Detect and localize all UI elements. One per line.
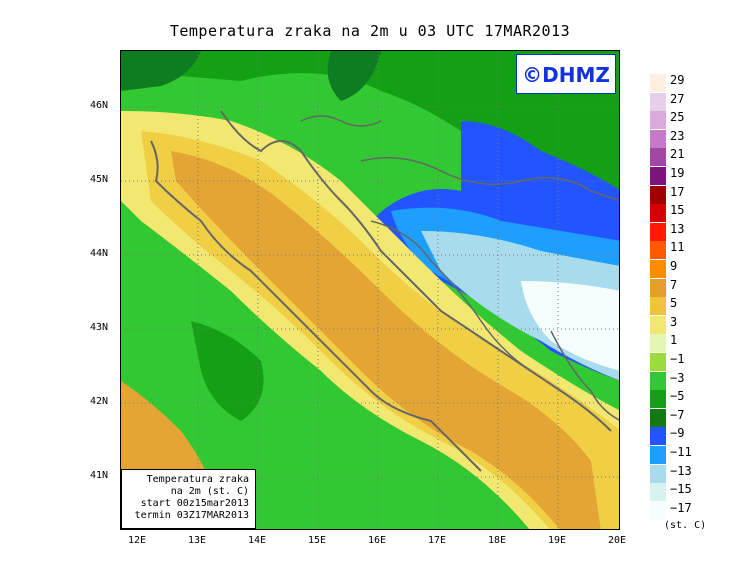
lon-label-13: 13E xyxy=(187,535,207,546)
legend-label: 13 xyxy=(670,221,685,236)
legend-swatch xyxy=(650,501,666,520)
adriatic-warm-core xyxy=(171,151,601,529)
lon-label-12: 12E xyxy=(127,535,147,546)
legend-label: 1 xyxy=(670,333,678,348)
legend-units: (st. C) xyxy=(664,520,707,531)
legend-label: 27 xyxy=(670,91,685,106)
info-line-4: termin 03Z17MAR2013 xyxy=(134,510,249,521)
legend-swatch xyxy=(650,148,666,167)
lat-label-43: 43N xyxy=(90,322,109,333)
italian-coastline xyxy=(150,140,482,472)
temperature-map: ©DHMZ Temperatura zraka na 2m (st. C) st… xyxy=(120,50,620,530)
legend-swatch xyxy=(650,315,666,334)
lat-label-41: 41N xyxy=(90,470,109,481)
legend-label: 15 xyxy=(670,203,685,218)
northern-dark-green-zone xyxy=(121,51,619,201)
legend-swatch xyxy=(650,74,666,92)
lon-label-20: 20E xyxy=(607,535,627,546)
info-line-3: start 00z15mar2013 xyxy=(140,498,249,509)
lon-label-19: 19E xyxy=(547,535,567,546)
legend-label: −5 xyxy=(670,389,685,404)
legend-swatch xyxy=(650,204,666,223)
country-border-slovenia xyxy=(300,115,382,127)
legend-label: −13 xyxy=(670,463,692,478)
legend-label: −9 xyxy=(670,426,685,441)
lat-label-42: 42N xyxy=(90,396,109,407)
croatian-coastline xyxy=(220,110,612,432)
legend-swatch xyxy=(650,92,666,111)
lon-label-18: 18E xyxy=(487,535,507,546)
legend-label: 19 xyxy=(670,166,685,180)
legend-swatch xyxy=(650,167,666,185)
legend-label: 11 xyxy=(670,240,685,255)
country-border-bosnia xyxy=(370,220,532,372)
legend-label: −1 xyxy=(670,352,685,366)
legend-label: 29 xyxy=(670,73,685,87)
legend-swatch xyxy=(650,408,666,427)
lon-label-17: 17E xyxy=(427,535,447,546)
lon-label-14: 14E xyxy=(247,535,267,546)
country-border-north xyxy=(360,156,619,202)
legend-swatch xyxy=(650,334,666,353)
legend-swatch xyxy=(650,371,666,390)
legend-label: −17 xyxy=(670,500,692,515)
legend-swatch xyxy=(650,427,666,446)
italy-dark-green xyxy=(191,321,264,421)
legend-label: −7 xyxy=(670,407,685,422)
legend-swatch xyxy=(650,260,666,278)
legend-label: 3 xyxy=(670,314,678,329)
info-line-2: na 2m (st. C) xyxy=(170,486,249,497)
legend-swatch xyxy=(650,241,666,260)
lat-label-44: 44N xyxy=(90,248,109,259)
legend-swatch xyxy=(650,390,666,409)
legend-label: −3 xyxy=(670,370,685,385)
legend-swatch xyxy=(650,297,666,316)
legend-label: 21 xyxy=(670,147,685,162)
legend-label: 25 xyxy=(670,110,685,125)
lon-label-16: 16E xyxy=(367,535,387,546)
lon-label-15: 15E xyxy=(307,535,327,546)
legend-swatch xyxy=(650,111,666,130)
chart-title: Temperatura zraka na 2m u 03 UTC 17MAR20… xyxy=(169,22,571,40)
legend-label: 17 xyxy=(670,184,685,199)
legend-swatch xyxy=(650,353,666,371)
cold-white-zone xyxy=(521,281,619,371)
legend-label: −15 xyxy=(670,482,692,497)
legend-swatch xyxy=(650,185,666,204)
dhmz-watermark: ©DHMZ xyxy=(516,54,616,94)
legend-swatch xyxy=(650,222,666,241)
map-canvas xyxy=(121,51,619,529)
legend-swatch xyxy=(650,446,666,464)
info-box: Temperatura zraka na 2m (st. C) start 00… xyxy=(121,469,256,529)
legend-label: −11 xyxy=(670,445,692,459)
legend-label: 9 xyxy=(670,259,678,273)
legend-swatch xyxy=(650,129,666,148)
legend-swatch xyxy=(650,483,666,502)
legend-label: 5 xyxy=(670,296,678,311)
lat-lon-grid xyxy=(121,51,619,529)
alps-dark-patch xyxy=(327,51,381,101)
northwest-dark-patch xyxy=(121,51,201,91)
lat-label-45: 45N xyxy=(90,174,109,185)
legend-swatch xyxy=(650,278,666,297)
lat-label-46: 46N xyxy=(90,100,109,111)
country-border-montenegro xyxy=(550,330,619,421)
legend-swatch xyxy=(650,464,666,483)
info-line-1: Temperatura zraka xyxy=(146,474,249,485)
legend-label: 23 xyxy=(670,128,685,143)
legend-label: 7 xyxy=(670,277,678,292)
